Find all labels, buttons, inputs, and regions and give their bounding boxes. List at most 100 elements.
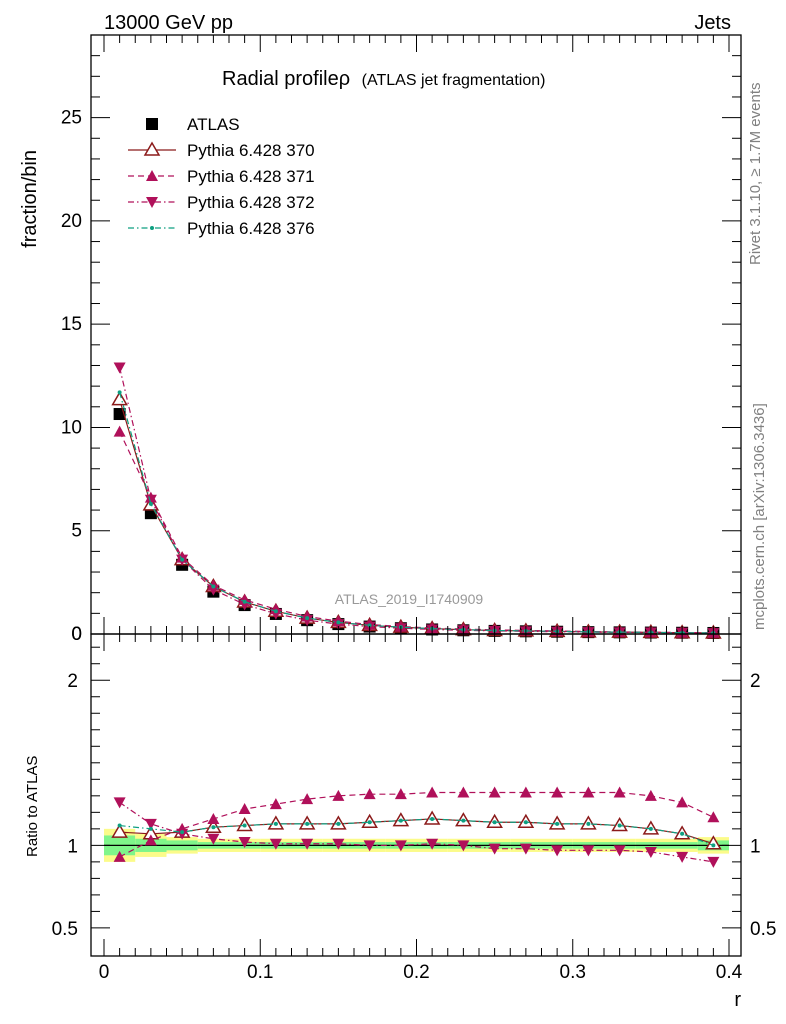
ratio-point [555, 821, 560, 826]
ratio-point [180, 830, 185, 835]
ratio-point [644, 846, 657, 858]
legend-label: Pythia 6.428 372 [187, 193, 315, 212]
legend-marker [146, 197, 158, 208]
data-point [148, 501, 153, 506]
y-axis-label: fraction/bin [19, 150, 41, 248]
ratio-point [582, 786, 595, 798]
ratio-point [586, 821, 591, 826]
ratio-point [680, 831, 685, 836]
ratio-line [119, 791, 714, 858]
ratio-point [398, 818, 403, 823]
ratio-point [707, 811, 720, 823]
legend-marker [146, 170, 158, 181]
ratio-point [367, 820, 372, 825]
data-point [113, 425, 126, 437]
data-point [117, 390, 122, 395]
ratio-point [617, 823, 622, 828]
data-point [305, 616, 310, 621]
ratio-point [492, 820, 497, 825]
legend-label: ATLAS [187, 115, 240, 134]
ratio-series-3 [113, 797, 720, 868]
chart-subtitle: (ATLAS jet fragmentation) [362, 72, 546, 89]
y-tick-label: 25 [61, 108, 82, 129]
legend-label: Pythia 6.428 371 [187, 167, 315, 186]
ratio-point [269, 838, 282, 850]
ratio-point [269, 798, 282, 810]
ratio-point [301, 793, 314, 805]
ratio-point [457, 786, 470, 798]
ratio-point [144, 818, 157, 830]
header-right: Jets [694, 12, 731, 34]
legend-entry: Pythia 6.428 376 [128, 219, 315, 238]
ratio-point [211, 825, 216, 830]
ratio-point [111, 823, 128, 838]
ratio-y-axis-label: Ratio to ATLAS [24, 756, 41, 857]
y-tick-label: 10 [61, 417, 82, 438]
ratio-point [144, 834, 157, 846]
data-point [332, 619, 345, 631]
analysis-watermark: ATLAS_2019_I1740909 [335, 591, 484, 607]
x-tick-label: 0.1 [247, 962, 273, 983]
ratio-point [363, 840, 376, 852]
ratio-point [711, 843, 716, 848]
ratio-point [519, 786, 532, 798]
data-point [207, 584, 220, 596]
header-left: 13000 GeV pp [104, 12, 233, 34]
ratio-point [207, 812, 220, 824]
ratio-point [394, 840, 407, 852]
legend-label: Pythia 6.428 370 [187, 141, 315, 160]
data-point [111, 391, 128, 406]
ratio-point [676, 851, 689, 863]
ratio-point [332, 789, 345, 801]
data-point [301, 615, 314, 627]
ratio-point [207, 833, 220, 845]
data-point [113, 362, 126, 374]
data-point [144, 494, 157, 506]
y-tick-label: 5 [71, 521, 82, 542]
legend-entry: Pythia 6.428 370 [128, 141, 315, 160]
ratio-point [363, 788, 376, 800]
legend-marker [150, 226, 154, 230]
y-tick-label-zero: 0 [71, 624, 82, 645]
ratio-point [461, 818, 466, 823]
legend: ATLAS Pythia 6.428 370 Pythia 6.428 371 Pyt… [128, 115, 315, 238]
legend-entry: Pythia 6.428 372 [128, 193, 315, 212]
ratio-point [676, 796, 689, 808]
ratio-y-tick-label-right: 2 [750, 671, 761, 692]
ratio-point [273, 821, 278, 826]
ratio-y-tick-label-right: 0.5 [750, 919, 776, 940]
x-axis-label: r [734, 989, 741, 1011]
ratio-point [301, 838, 314, 850]
rivet-version-label: Rivet 3.1.10, ≥ 1.7M events [747, 83, 764, 266]
ratio-point [707, 856, 720, 868]
ratio-point [394, 788, 407, 800]
ratio-point [426, 786, 439, 798]
data-point [211, 584, 216, 589]
data-point [242, 599, 247, 604]
x-tick-label: 0.3 [560, 962, 586, 983]
y-tick-label: 15 [61, 314, 82, 335]
ratio-point [242, 823, 247, 828]
ratio-point [613, 786, 626, 798]
ratio-point [336, 821, 341, 826]
y-tick-label: 20 [61, 211, 82, 232]
ratio-point [488, 786, 501, 798]
ratio-line [119, 801, 714, 863]
ratio-point [332, 838, 345, 850]
ratio-point [238, 803, 251, 815]
ratio-point [426, 838, 439, 850]
ratio-point [582, 845, 595, 857]
chart-title-main: Radial profileρ [222, 68, 350, 90]
ratio-point [551, 845, 564, 857]
x-tick-label: 0.2 [403, 962, 429, 983]
ratio-point [238, 837, 251, 849]
mcplots-label: mcplots.cern.ch [arXiv:1306.3436] [751, 403, 768, 630]
chart-title: Radial profileρ (ATLAS jet fragmentation… [222, 68, 545, 90]
ratio-point [523, 820, 528, 825]
ratio-y-tick-label: 1 [67, 836, 78, 857]
ratio-point [117, 823, 122, 828]
legend-label: Pythia 6.428 376 [187, 219, 315, 238]
legend-entry: Pythia 6.428 371 [128, 167, 315, 186]
legend-entry: ATLAS [146, 115, 240, 134]
